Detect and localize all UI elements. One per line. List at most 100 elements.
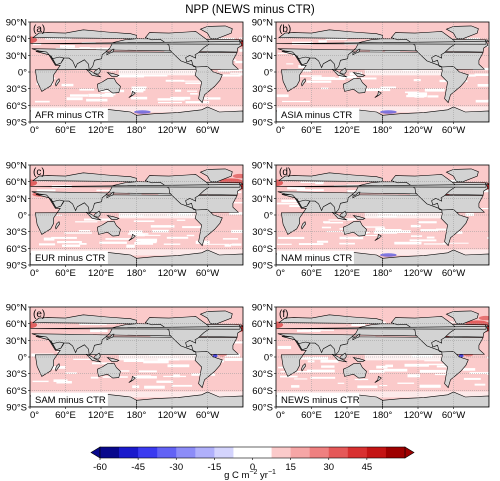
- near-zero-band: [276, 249, 489, 256]
- lat-tick-label: 30°S: [252, 84, 273, 95]
- near-zero-patch: [318, 40, 327, 43]
- landmass-arabia: [296, 55, 311, 66]
- near-zero-patch: [321, 365, 335, 368]
- colorbar-segment: [328, 447, 349, 458]
- near-zero-patch: [70, 94, 88, 97]
- near-zero-patch: [181, 80, 207, 82]
- near-zero-band: [118, 211, 196, 219]
- near-zero-patch: [135, 238, 158, 242]
- near-zero-patch: [165, 79, 185, 82]
- near-zero-patch: [469, 372, 489, 374]
- near-zero-patch: [123, 358, 144, 362]
- near-zero-band: [30, 106, 243, 113]
- near-zero-patch: [33, 42, 42, 46]
- panel-label-box: [31, 251, 108, 264]
- near-zero-patch: [339, 75, 357, 79]
- panel-label: SAM minus CTR: [35, 395, 106, 406]
- near-zero-patch: [136, 375, 151, 377]
- colorbar-segment: [214, 447, 234, 458]
- lon-tick-label: 120°W: [404, 268, 433, 279]
- near-zero-patch: [291, 385, 300, 388]
- near-zero-patch: [224, 244, 232, 247]
- near-zero-patch: [454, 231, 463, 234]
- lon-tick-label: 120°W: [158, 125, 187, 136]
- near-zero-band: [364, 353, 442, 361]
- map-panels: 90°N60°N30°N0°30°S60°S90°S0° 60°E 120°E 180…: [6, 18, 500, 421]
- near-zero-patch: [222, 238, 239, 240]
- landmass-south-america: [194, 209, 223, 247]
- near-zero-patch: [489, 193, 500, 195]
- panel-label-box: [31, 108, 108, 121]
- landmass-uk: [30, 324, 243, 330]
- near-zero-patch: [126, 244, 135, 248]
- lat-tick-label: 30°N: [252, 194, 273, 205]
- lat-tick-label: 60°N: [6, 34, 27, 45]
- near-zero-patch: [150, 225, 175, 228]
- near-zero-band: [118, 68, 196, 76]
- near-zero-patch: [354, 378, 362, 381]
- landmass-borneo: [340, 210, 347, 218]
- near-zero-patch: [324, 221, 343, 224]
- near-zero-patch: [60, 45, 75, 48]
- lat-tick-label: 90°N: [6, 303, 27, 314]
- positive-anomaly: [276, 179, 284, 187]
- lat-tick-label: 90°N: [252, 303, 273, 314]
- panel-label-box: [277, 393, 360, 406]
- near-zero-patch: [419, 384, 441, 388]
- lat-tick-label: 90°S: [6, 403, 27, 414]
- positive-anomaly: [30, 179, 38, 187]
- lon-tick-label: 120°W: [158, 268, 187, 279]
- near-zero-patch: [65, 47, 94, 50]
- positive-anomaly: [30, 36, 38, 44]
- unit-exponent: −2: [249, 469, 257, 476]
- near-zero-patch: [52, 366, 66, 369]
- lon-tick-label: 60°W: [196, 268, 219, 279]
- positive-anomaly: [232, 173, 243, 179]
- panel-letter: (b): [279, 24, 291, 35]
- near-zero-patch: [339, 236, 364, 240]
- map-area: [276, 165, 500, 265]
- landmass-arabia: [50, 198, 65, 209]
- lon-tick-label: 0°: [30, 268, 39, 279]
- near-zero-patch: [370, 49, 383, 53]
- near-zero-patch: [182, 226, 207, 229]
- near-zero-patch: [411, 235, 423, 237]
- landmass-newguinea: [352, 357, 366, 362]
- near-zero-patch: [405, 91, 420, 94]
- landmass-newzealand: [374, 375, 382, 383]
- near-zero-patch: [379, 385, 388, 387]
- near-zero-band: [118, 353, 196, 361]
- near-zero-patch: [375, 227, 386, 231]
- lat-tick-label: 0°: [18, 353, 27, 364]
- lon-tick-label: 60°W: [196, 410, 219, 421]
- landmass-arabia: [296, 340, 311, 351]
- near-zero-patch: [362, 226, 385, 228]
- near-zero-patch: [474, 383, 486, 386]
- lat-tick-label: 0°: [18, 68, 27, 79]
- map-panel: 90°N60°N30°N0°30°S60°S90°S0° 60°E 120°E 180…: [6, 18, 244, 136]
- near-zero-patch: [85, 47, 98, 49]
- near-zero-patch: [282, 100, 310, 103]
- landmass-borneo: [340, 67, 347, 75]
- near-zero-patch: [463, 377, 481, 380]
- near-zero-band: [276, 106, 489, 113]
- landmass-south-america: [440, 351, 469, 389]
- lat-tick-label: 90°S: [252, 261, 273, 272]
- near-zero-patch: [384, 229, 402, 231]
- panel-label: NAM minus CTR: [281, 253, 352, 264]
- lat-tick-label: 30°N: [252, 336, 273, 347]
- near-zero-patch: [308, 329, 334, 331]
- near-zero-band: [276, 391, 489, 398]
- near-zero-patch: [198, 97, 221, 100]
- near-zero-patch: [79, 243, 87, 245]
- lon-tick-label: 180°: [127, 125, 147, 136]
- near-zero-patch: [129, 230, 143, 234]
- lon-tick-label: 120°W: [158, 410, 187, 421]
- near-zero-patch: [474, 73, 489, 76]
- near-zero-patch: [466, 37, 480, 41]
- near-zero-patch: [360, 77, 377, 80]
- near-zero-patch: [298, 243, 324, 245]
- lat-tick-label: 0°: [264, 68, 273, 79]
- lat-tick-label: 30°N: [6, 336, 27, 347]
- near-zero-patch: [185, 82, 212, 84]
